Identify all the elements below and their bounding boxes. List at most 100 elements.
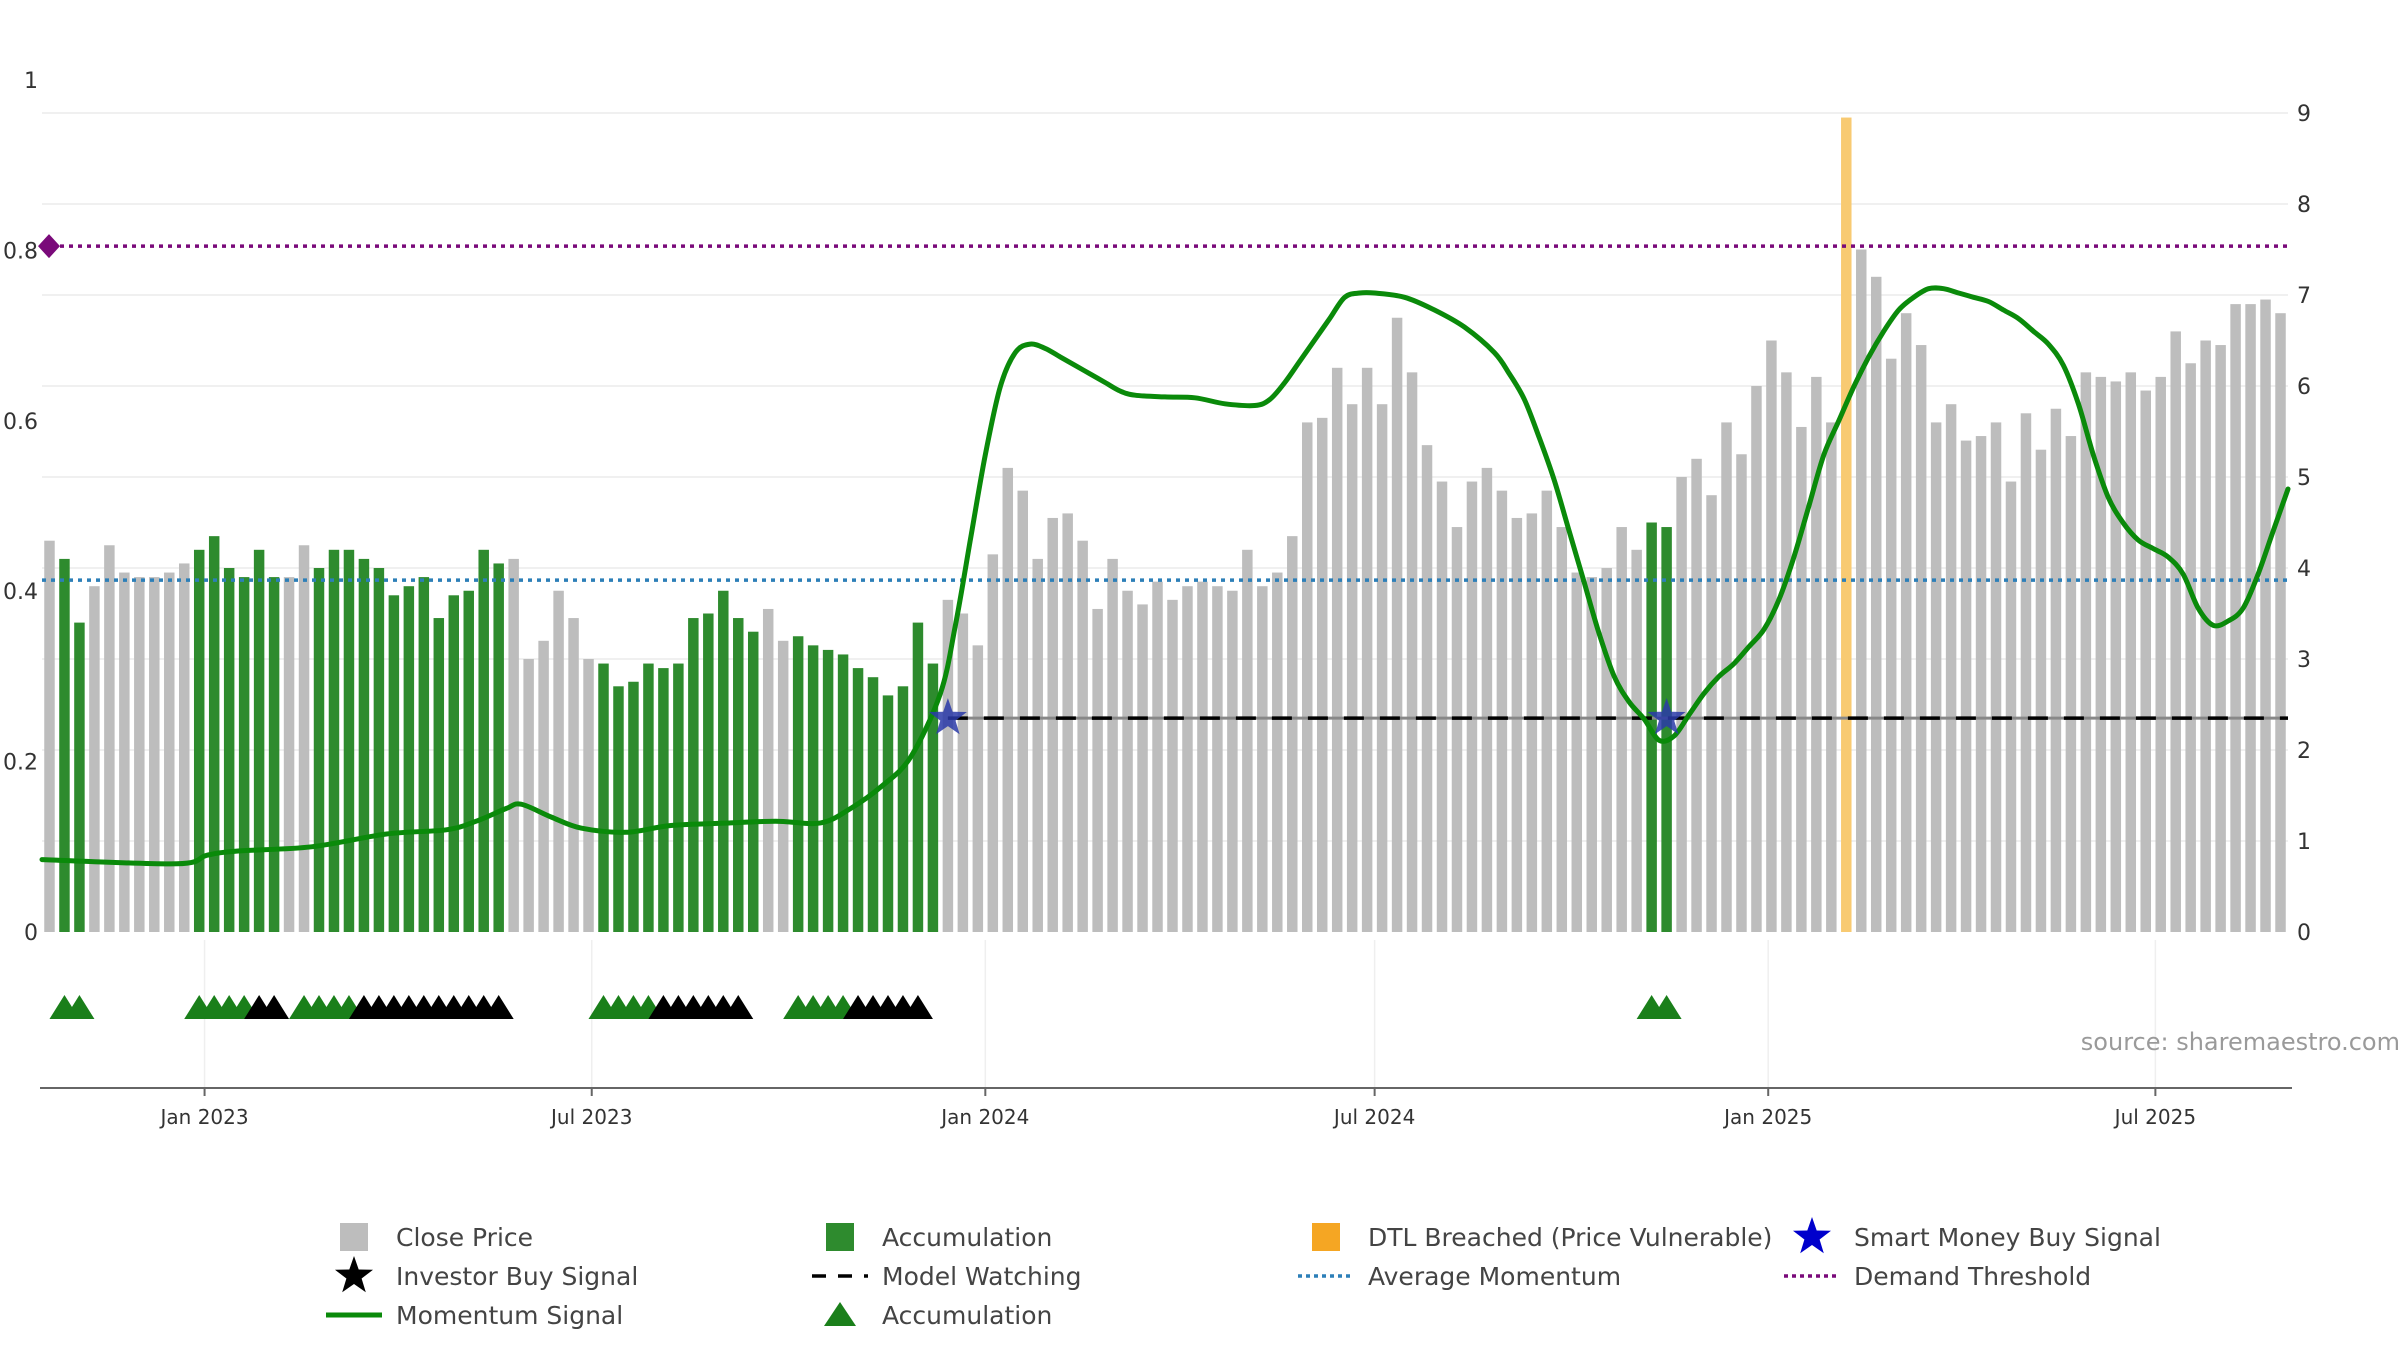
accumulation-bar — [448, 595, 460, 932]
close-price-bar — [1137, 604, 1148, 932]
accumulation-bar — [658, 668, 669, 932]
close-price-bar — [1900, 313, 1912, 932]
legend-item: Demand Threshold — [1784, 1262, 2091, 1291]
momentum-signal-line — [39, 285, 2291, 867]
close-price-bar — [523, 659, 534, 932]
close-price-bar — [1975, 436, 1987, 932]
close-price-bar — [1766, 340, 1777, 932]
close-price-bar — [1092, 608, 1103, 932]
dtl-breached-bar — [1841, 117, 1852, 933]
close-price-bar — [2155, 376, 2166, 932]
close-price-bar — [1346, 404, 1358, 932]
close-price-bar — [942, 599, 954, 932]
close-price-bar — [583, 659, 594, 932]
accumulation-bar — [673, 663, 684, 932]
left-axis-tick-label: 0.2 — [3, 751, 38, 776]
close-price-bar — [2005, 481, 2017, 932]
legend-item: Average Momentum — [1298, 1262, 1621, 1291]
close-price-bar — [1212, 586, 1223, 932]
accumulation-bar — [822, 649, 834, 932]
close-price-bar — [1990, 422, 2002, 932]
accumulation-bar — [343, 549, 355, 932]
accumulation-bar — [328, 549, 340, 932]
accumulation-bar — [418, 577, 430, 932]
close-price-bar — [1002, 467, 1014, 932]
close-price-bar — [1781, 372, 1792, 933]
accumulation-bar — [912, 622, 924, 932]
close-price-bar — [1960, 440, 1972, 932]
accumulation-bar — [643, 663, 654, 932]
accumulation-bar — [1661, 527, 1672, 932]
accumulation-bar — [747, 631, 759, 932]
close-price-bar — [1331, 367, 1343, 932]
accumulation-bar — [613, 686, 624, 932]
close-price-bar — [1601, 568, 1612, 932]
investor-buy-signal-icon — [483, 995, 514, 1019]
close-price-bar — [1556, 527, 1568, 932]
smart-money-buy-signal-icon — [1647, 698, 1686, 735]
accumulation-bar — [373, 568, 385, 932]
close-price-bar — [1316, 417, 1328, 933]
legend-star-icon — [335, 1256, 373, 1293]
close-price-bar — [2020, 413, 2032, 932]
left-axis-tick-label: 0.8 — [3, 239, 38, 264]
accumulation-bar — [208, 536, 220, 932]
close-price-bar — [987, 554, 999, 932]
accumulation-bar — [792, 636, 804, 932]
legend-item: Accumulation — [824, 1301, 1052, 1330]
accumulation-bar — [867, 677, 879, 932]
accumulation-bar — [313, 568, 325, 932]
legend-label: Demand Threshold — [1854, 1262, 2091, 1291]
legend-label: Smart Money Buy Signal — [1854, 1223, 2161, 1252]
close-price-bar — [1302, 422, 1313, 932]
close-price-bar — [777, 640, 789, 932]
close-price-bar — [1721, 422, 1732, 932]
right-axis-tick-label: 3 — [2297, 648, 2311, 673]
close-price-bar — [1017, 490, 1028, 932]
legend-item: Momentum Signal — [326, 1301, 623, 1330]
legend-label: DTL Breached (Price Vulnerable) — [1368, 1223, 1772, 1252]
accumulation-bar — [733, 618, 744, 932]
close-price-bar — [1631, 549, 1642, 932]
close-price-bar — [1242, 549, 1253, 932]
close-price-bar — [2125, 372, 2137, 933]
accumulation-bar — [433, 618, 445, 932]
close-price-bar — [2245, 304, 2256, 933]
close-price-bar — [2215, 345, 2226, 932]
left-axis-tick-label: 0.6 — [3, 410, 38, 435]
x-tick-label: Jul 2023 — [549, 1105, 632, 1129]
close-price-bar — [2095, 376, 2107, 932]
close-price-bar — [2140, 390, 2151, 932]
accumulation-bar — [478, 549, 489, 932]
close-price-bar — [1421, 445, 1433, 932]
close-price-bar — [762, 608, 774, 932]
right-axis-tick-label: 0 — [2297, 921, 2311, 946]
accumulation-bar — [852, 668, 864, 932]
right-axis-tick-label: 8 — [2297, 193, 2311, 218]
close-price-bar — [1466, 481, 1478, 932]
accumulation-bar — [463, 590, 474, 932]
close-price-bar — [1706, 495, 1717, 932]
accumulation-bar — [598, 663, 609, 932]
legend-triangle-icon — [824, 1302, 856, 1326]
legend-label: Momentum Signal — [396, 1301, 623, 1330]
legend-swatch — [1312, 1223, 1340, 1251]
source-label: source: sharemaestro.com — [2081, 1028, 2400, 1056]
close-price-bar — [1915, 345, 1927, 932]
close-price-bar — [2110, 381, 2122, 932]
smart-money-buy-signal-icon — [928, 698, 967, 735]
legend-item: DTL Breached (Price Vulnerable) — [1312, 1223, 1772, 1252]
close-price-bar — [1870, 276, 1882, 932]
close-price-bar — [2275, 313, 2286, 932]
demand-threshold-marker — [38, 234, 60, 259]
close-price-bar — [1062, 513, 1073, 932]
close-price-bar — [1496, 490, 1508, 932]
legend-label: Investor Buy Signal — [396, 1262, 638, 1291]
close-price-bar — [972, 645, 984, 932]
accumulation-bar — [837, 654, 849, 932]
close-price-bar — [1152, 581, 1163, 932]
legend-label: Accumulation — [882, 1223, 1052, 1252]
accumulation-bar — [223, 568, 235, 932]
accumulation-bar — [358, 558, 370, 932]
accumulation-bar — [238, 577, 250, 932]
